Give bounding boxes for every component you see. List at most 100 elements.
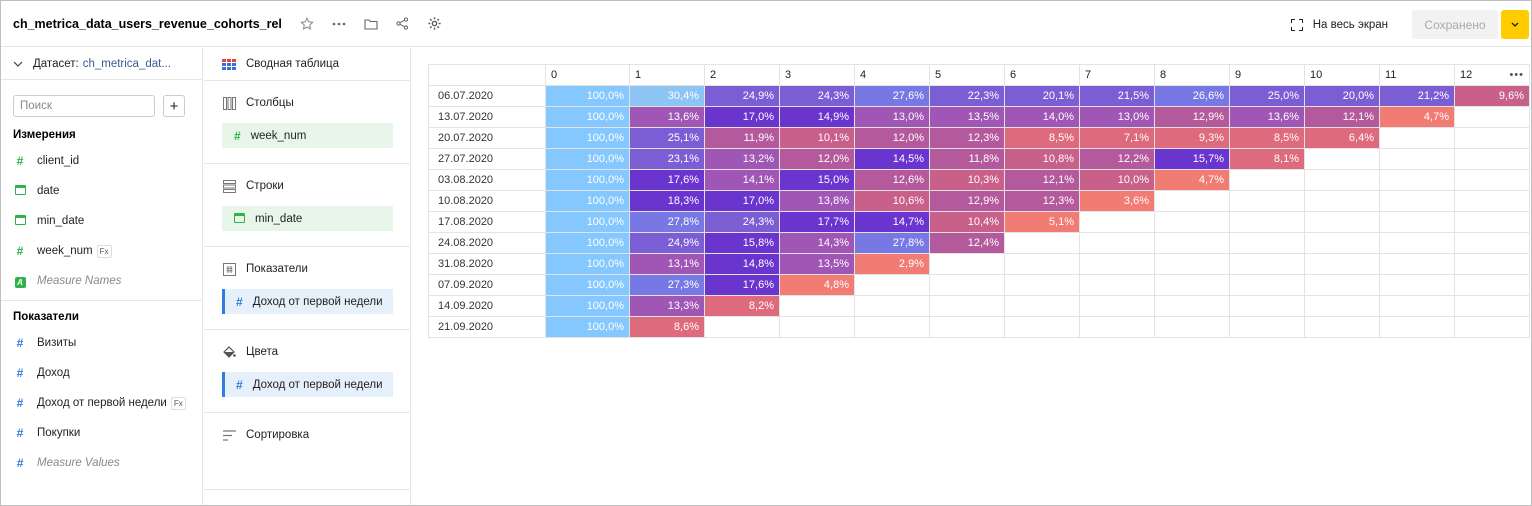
number-icon: #	[236, 377, 243, 392]
column-header-label: 7	[1085, 69, 1092, 81]
column-header[interactable]: 9	[1229, 64, 1305, 86]
empty-cell	[1454, 148, 1530, 170]
measures-icon	[222, 262, 236, 276]
table-cell: 27,6%	[854, 85, 930, 107]
pivot-table-icon	[222, 57, 236, 71]
star-icon[interactable]	[296, 13, 318, 35]
empty-cell	[1229, 253, 1305, 275]
field-client-id[interactable]: # client_id	[13, 154, 80, 168]
column-header-label: 9	[1235, 69, 1242, 81]
empty-cell	[1454, 316, 1530, 338]
column-header[interactable]: 8	[1154, 64, 1230, 86]
table-cell: 8,1%	[1229, 148, 1305, 170]
field-visits[interactable]: # Визиты	[13, 336, 77, 350]
empty-cell	[929, 316, 1005, 338]
table-cell: 17,0%	[704, 190, 780, 212]
empty-cell	[1154, 232, 1230, 254]
field-first-week-revenue[interactable]: # Доход от первой недели Fx	[13, 396, 186, 410]
fullscreen-icon	[1290, 18, 1303, 31]
column-header[interactable]: 3	[779, 64, 855, 86]
empty-cell	[1454, 232, 1530, 254]
table-cell: 14,3%	[779, 232, 855, 254]
table-cell: 17,7%	[779, 211, 855, 233]
table-cell: 100,0%	[545, 127, 630, 149]
empty-cell	[1004, 295, 1080, 317]
empty-cell	[1079, 253, 1155, 275]
more-icon[interactable]: •••	[1509, 69, 1524, 81]
table-cell: 25,1%	[629, 127, 705, 149]
save-options-button[interactable]	[1501, 10, 1529, 39]
column-header-label: 4	[860, 69, 867, 81]
row-header: 14.09.2020	[428, 295, 546, 317]
search-input[interactable]: Поиск	[13, 95, 155, 117]
share-icon[interactable]	[392, 13, 414, 35]
empty-cell	[1229, 274, 1305, 296]
row-header: 13.07.2020	[428, 106, 546, 128]
empty-cell	[1454, 295, 1530, 317]
empty-cell	[1379, 148, 1455, 170]
column-header[interactable]: 2	[704, 64, 780, 86]
field-min-date[interactable]: min_date	[13, 214, 84, 228]
empty-cell	[929, 253, 1005, 275]
field-purchases[interactable]: # Покупки	[13, 426, 81, 440]
measures-field-chip[interactable]: # Доход от первой недели	[222, 289, 393, 314]
column-header[interactable]: 4	[854, 64, 930, 86]
field-measure-names[interactable]: A Measure Names	[13, 274, 121, 288]
table-cell: 15,7%	[1154, 148, 1230, 170]
table-cell: 8,2%	[704, 295, 780, 317]
columns-field-chip[interactable]: # week_num	[222, 123, 393, 148]
column-header[interactable]: 5	[929, 64, 1005, 86]
empty-cell	[1379, 190, 1455, 212]
table-cell: 13,6%	[629, 106, 705, 128]
empty-cell	[1454, 274, 1530, 296]
empty-cell	[1004, 232, 1080, 254]
table-cell: 12,4%	[929, 232, 1005, 254]
field-revenue[interactable]: # Доход	[13, 366, 70, 380]
column-header-label: 6	[1010, 69, 1017, 81]
table-cell: 12,1%	[1304, 106, 1380, 128]
dataset-selector[interactable]: Датасет: ch_metrica_dat...	[1, 48, 202, 80]
empty-cell	[1154, 211, 1230, 233]
gear-icon[interactable]	[424, 13, 446, 35]
table-cell: 12,0%	[779, 148, 855, 170]
empty-cell	[1454, 211, 1530, 233]
empty-cell	[1379, 295, 1455, 317]
column-header[interactable]: 7	[1079, 64, 1155, 86]
column-header[interactable]: 1	[629, 64, 705, 86]
saved-button[interactable]: Сохранено	[1412, 10, 1498, 39]
table-cell: 4,8%	[779, 274, 855, 296]
table-row: 07.09.2020 100,0% 27,3% 17,6% 4,8%	[428, 274, 1530, 296]
field-measure-values[interactable]: # Measure Values	[13, 456, 120, 470]
add-field-button[interactable]: +	[163, 95, 185, 117]
fullscreen-button[interactable]: На весь экран	[1290, 18, 1388, 31]
number-icon: #	[16, 366, 24, 380]
rows-field-chip[interactable]: min_date	[222, 206, 393, 231]
table-row: 24.08.2020 100,0% 24,9% 15,8% 14,3% 27,8% 12,4…	[428, 232, 1530, 254]
table-cell: 100,0%	[545, 148, 630, 170]
folder-icon[interactable]	[360, 13, 382, 35]
fullscreen-label: На весь экран	[1312, 18, 1388, 31]
empty-cell	[1379, 274, 1455, 296]
column-header[interactable]: 0	[545, 64, 630, 86]
dataset-name[interactable]: ch_metrica_dat...	[82, 57, 171, 70]
column-header[interactable]: 6	[1004, 64, 1080, 86]
table-cell: 4,7%	[1154, 169, 1230, 191]
column-header[interactable]: 10	[1304, 64, 1380, 86]
empty-cell	[1004, 274, 1080, 296]
empty-cell	[1454, 253, 1530, 275]
table-cell: 8,6%	[629, 316, 705, 338]
field-date[interactable]: date	[13, 184, 59, 198]
column-header[interactable]: 11	[1379, 64, 1455, 86]
more-icon[interactable]	[328, 13, 350, 35]
empty-cell	[1079, 211, 1155, 233]
column-header[interactable]: 12 •••	[1454, 64, 1530, 86]
viz-type-selector[interactable]: Сводная таблица	[204, 48, 411, 81]
field-week-num[interactable]: # week_num Fx	[13, 244, 112, 258]
calendar-icon	[14, 215, 26, 225]
empty-cell	[1229, 232, 1305, 254]
empty-cell	[929, 274, 1005, 296]
dimensions-title: Измерения	[13, 129, 76, 141]
number-icon: #	[16, 396, 24, 410]
column-header-label: 0	[551, 69, 558, 81]
colors-field-chip[interactable]: # Доход от первой недели	[222, 372, 393, 397]
